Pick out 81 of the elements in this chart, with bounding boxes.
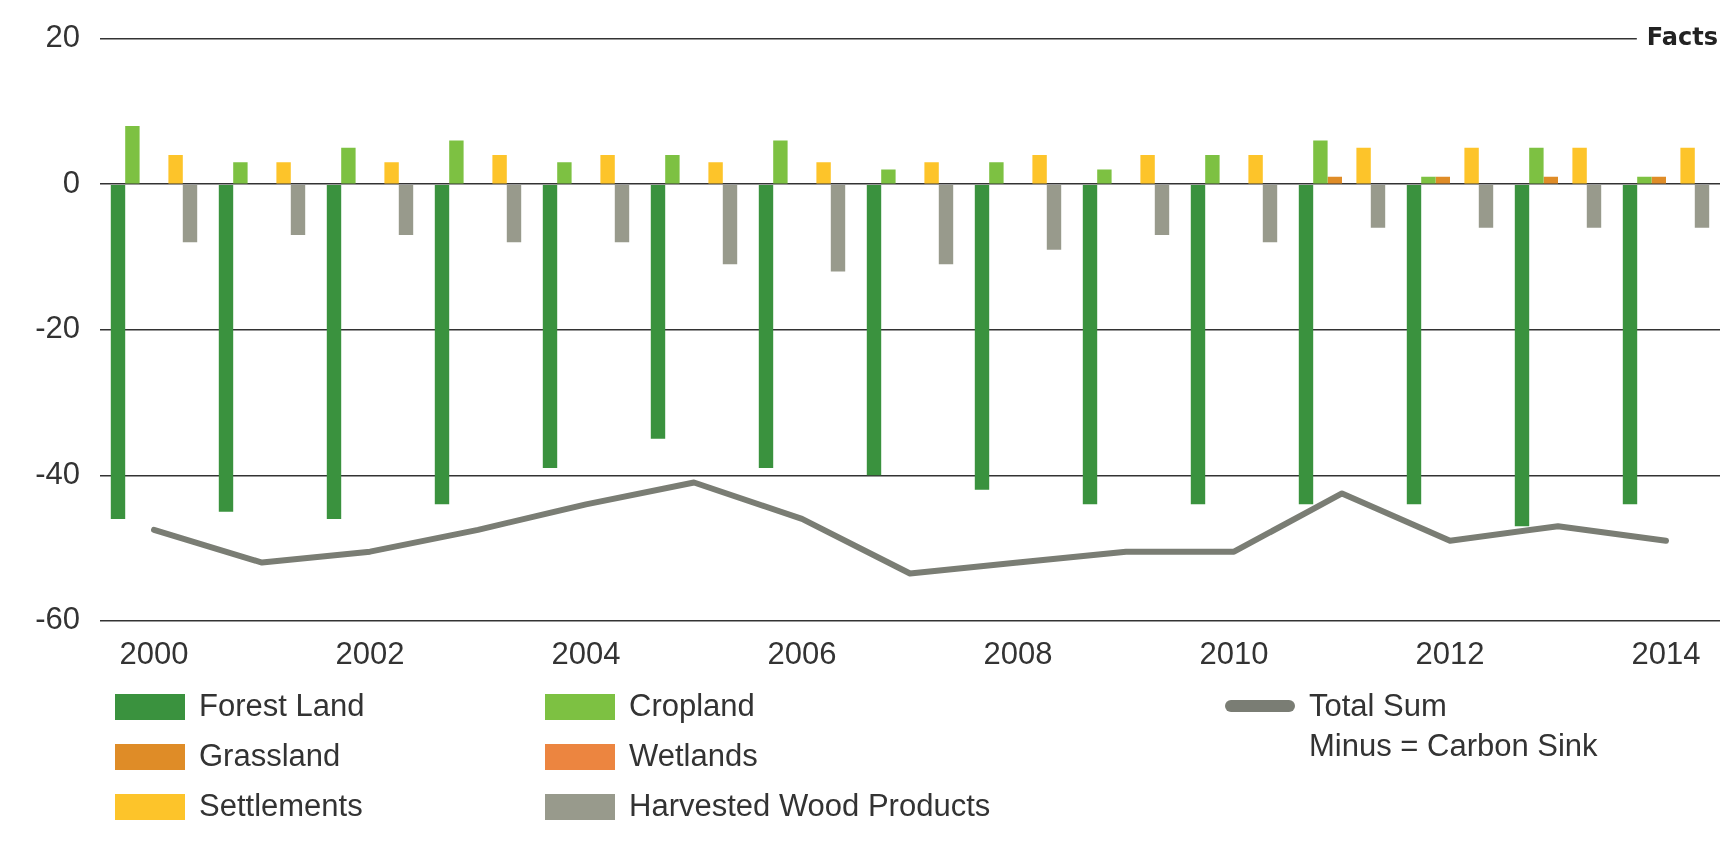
bar [326, 184, 342, 519]
y-tick-label: -60 [35, 601, 80, 637]
bar [557, 162, 572, 184]
y-tick-label: 20 [45, 19, 80, 55]
bar [290, 184, 306, 236]
legend-label: Total Sum Minus = Carbon Sink [1309, 687, 1598, 765]
bar [1529, 147, 1544, 184]
bar [449, 140, 464, 184]
bar [182, 184, 198, 243]
legend-label: Settlements [199, 787, 363, 825]
bar [830, 184, 846, 272]
bar [1154, 184, 1170, 236]
bar [1694, 184, 1710, 228]
bar [1082, 184, 1098, 505]
bar [1572, 147, 1587, 184]
bar [600, 155, 615, 184]
bar [974, 184, 990, 490]
bar [614, 184, 630, 243]
x-tick-label: 2000 [119, 635, 189, 671]
bar [989, 162, 1004, 184]
bar [341, 147, 356, 184]
bar [1514, 184, 1530, 527]
bar [1032, 155, 1047, 184]
bar [398, 184, 414, 236]
bar [881, 169, 896, 184]
bar [1586, 184, 1602, 228]
bar [1680, 147, 1695, 184]
x-tick-label: 2012 [1415, 635, 1485, 671]
bar [492, 155, 507, 184]
bar [542, 184, 558, 468]
bar [1190, 184, 1206, 505]
bar [1248, 155, 1263, 184]
bar [1406, 184, 1422, 505]
bar [1140, 155, 1155, 184]
bar [924, 162, 939, 184]
bar [938, 184, 954, 265]
bar [650, 184, 666, 439]
bar [233, 162, 248, 184]
bar [1421, 176, 1436, 184]
bar [1478, 184, 1494, 228]
bar [218, 184, 234, 512]
bar [665, 155, 680, 184]
y-tick-label: -40 [35, 455, 80, 491]
bar [1370, 184, 1386, 228]
bar [1046, 184, 1062, 250]
legend-label: Cropland [629, 687, 755, 725]
y-tick-label: 0 [62, 164, 80, 200]
bar [384, 162, 399, 184]
bar [1622, 184, 1638, 505]
bar [1313, 140, 1328, 184]
bar [866, 184, 882, 476]
x-tick-label: 2006 [767, 635, 837, 671]
x-tick-label: 2010 [1199, 635, 1269, 671]
bar [125, 125, 140, 184]
bar [758, 184, 774, 468]
x-tick-label: 2004 [551, 635, 621, 671]
bar [1637, 176, 1652, 184]
annotation: Facts [1646, 22, 1718, 51]
bar [1356, 147, 1371, 184]
bar [1205, 155, 1220, 184]
bar [110, 184, 126, 519]
bar [276, 162, 291, 184]
legend-label: Wetlands [629, 737, 758, 775]
legend-label: Grassland [199, 737, 341, 775]
x-tick-label: 2008 [983, 635, 1053, 671]
x-tick-label: 2014 [1631, 635, 1701, 671]
bar [434, 184, 450, 505]
bar [708, 162, 723, 184]
legend-label: Forest Land [199, 687, 365, 725]
bar [773, 140, 788, 184]
bar [1097, 169, 1112, 184]
bar [1464, 147, 1479, 184]
x-tick-label: 2002 [335, 635, 405, 671]
y-tick-label: -20 [35, 310, 80, 346]
bar [506, 184, 522, 243]
bar [722, 184, 738, 265]
bar [1298, 184, 1314, 505]
legend-label: Harvested Wood Products [629, 787, 991, 825]
bar [1262, 184, 1278, 243]
bar [168, 155, 183, 184]
bar [816, 162, 831, 184]
